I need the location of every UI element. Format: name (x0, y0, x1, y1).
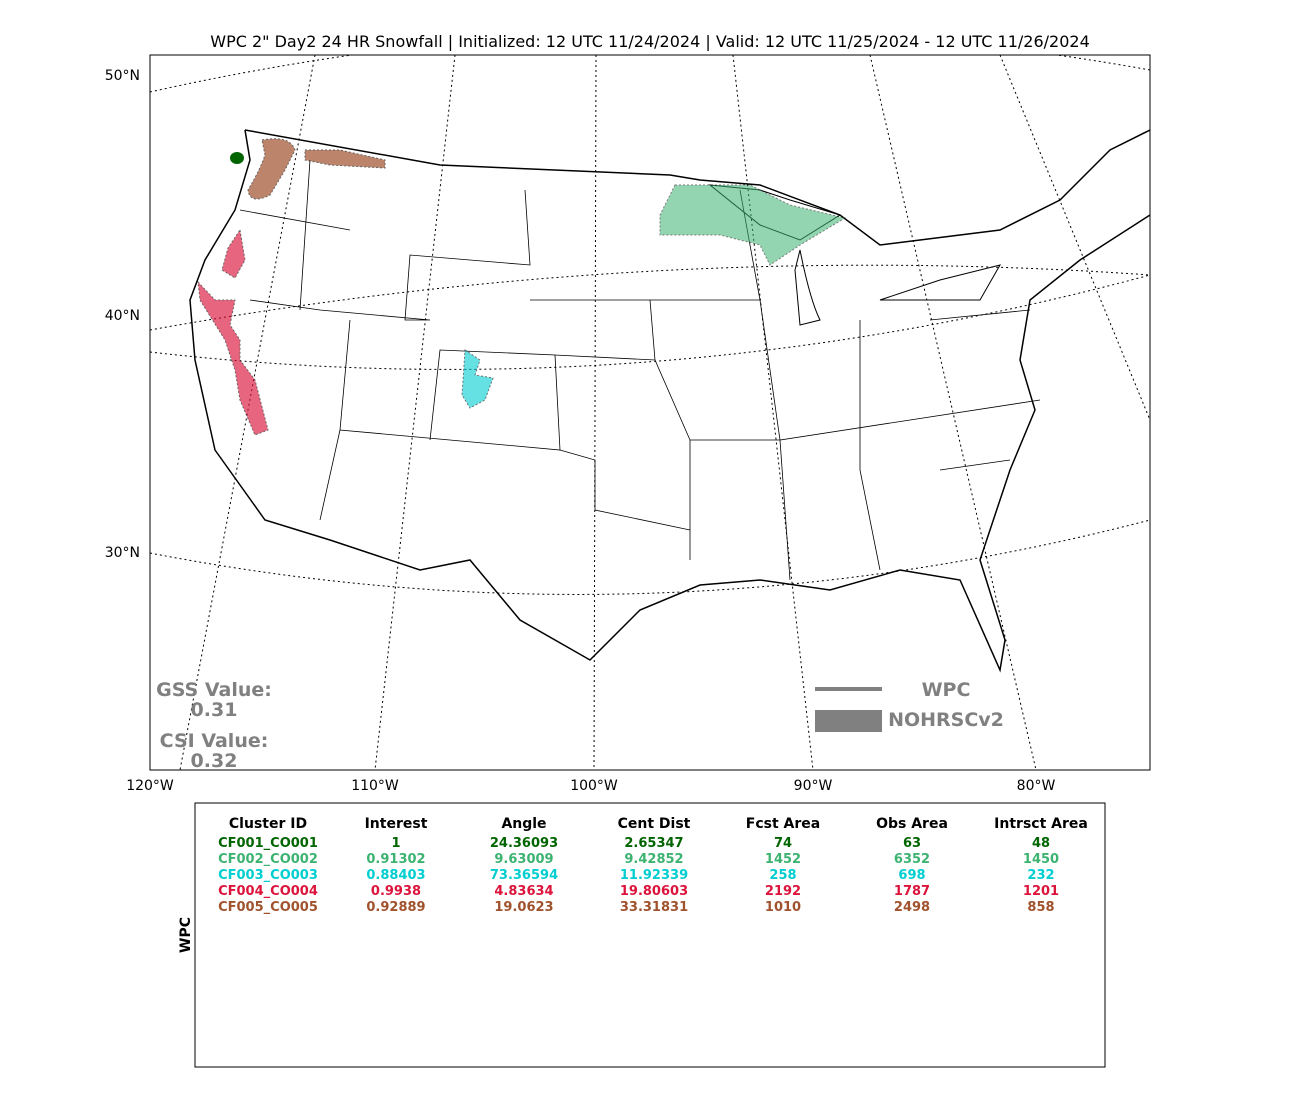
lon-label: 80°W (1017, 778, 1056, 794)
table-cell: 1201 (1023, 884, 1059, 899)
table-cell: 258 (769, 868, 796, 883)
legend-area (815, 710, 882, 732)
table-cell: CF002_CO002 (218, 852, 318, 867)
table-cell: 48 (1032, 836, 1050, 851)
table-header: Angle (501, 816, 546, 832)
table-cell: 1 (391, 836, 400, 851)
legend-area-label: NOHRSCv2 (888, 709, 1004, 731)
table-cell: 9.63009 (494, 852, 553, 867)
table-cell: 0.92889 (366, 900, 425, 915)
cluster-2 (659, 184, 847, 266)
table-cell: 2.65347 (624, 836, 683, 851)
lon-label: 120°W (126, 778, 174, 794)
title: WPC 2" Day2 24 HR Snowfall | Initialized… (210, 32, 1090, 51)
table-cell: 1787 (894, 884, 930, 899)
table-cell: 858 (1027, 900, 1054, 915)
lon-label: 100°W (570, 778, 618, 794)
table-header: Cent Dist (618, 816, 691, 832)
lat-label: 50°N (105, 68, 140, 84)
table-cell: 6352 (894, 852, 930, 867)
table-cell: 1010 (765, 900, 801, 915)
cluster-1 (230, 152, 244, 164)
table-cell: 11.92339 (620, 868, 688, 883)
table-cell: 2192 (765, 884, 801, 899)
table-side-label: WPC (178, 917, 194, 953)
table-cell: 24.36093 (490, 836, 558, 851)
graticule (150, 55, 1150, 770)
us-outline (189, 129, 1150, 673)
gss-value: 0.31 (191, 699, 238, 721)
table-cell: 74 (774, 836, 792, 851)
table-cell: CF004_CO004 (218, 884, 318, 899)
table-header: Cluster ID (229, 816, 307, 832)
table-header: Interest (365, 816, 428, 832)
table-cell: CF003_CO003 (218, 868, 318, 883)
states (239, 159, 1041, 581)
map-frame (149, 54, 1151, 771)
table-cell: 1452 (765, 852, 801, 867)
table-cell: 0.9938 (371, 884, 421, 899)
csi-label: CSI Value: (160, 730, 269, 752)
table-cell: 33.31831 (620, 900, 688, 915)
table-header: Intrsct Area (994, 816, 1088, 832)
table-cell: 19.80603 (620, 884, 688, 899)
table-cell: 9.42852 (624, 852, 683, 867)
lat-label: 40°N (105, 308, 140, 324)
table-cell: CF001_CO001 (218, 836, 318, 851)
table-cell: CF005_CO005 (218, 900, 318, 915)
cluster-5 (247, 138, 386, 200)
table-cell: 1450 (1023, 852, 1059, 867)
table-cell: 232 (1027, 868, 1054, 883)
map-labels: GSS Value: 0.31 CSI Value: 0.32 WPC NOHR… (156, 679, 1004, 772)
table-header: Fcst Area (746, 816, 820, 832)
cluster-3 (461, 349, 494, 409)
table-cell: 698 (898, 868, 925, 883)
legend-line-label: WPC (922, 679, 971, 701)
lat-label: 30°N (105, 545, 140, 561)
lon-label: 90°W (794, 778, 833, 794)
map: GSS Value: 0.31 CSI Value: 0.32 WPC NOHR… (149, 54, 1151, 772)
table-cell: 2498 (894, 900, 930, 915)
lon-label: 110°W (351, 778, 399, 794)
table-cell: 4.83634 (494, 884, 553, 899)
table-cell: 73.36594 (490, 868, 558, 883)
snow-clusters (197, 138, 847, 436)
table-cell: 19.0623 (494, 900, 553, 915)
table-cell: 0.88403 (366, 868, 425, 883)
table-cell: 0.91302 (366, 852, 425, 867)
cluster-4 (197, 228, 269, 436)
csi-value: 0.32 (191, 750, 238, 772)
table-frame (194, 802, 1106, 1068)
gss-label: GSS Value: (156, 679, 272, 701)
table-header: Obs Area (876, 816, 948, 832)
table-cell: 63 (903, 836, 921, 851)
